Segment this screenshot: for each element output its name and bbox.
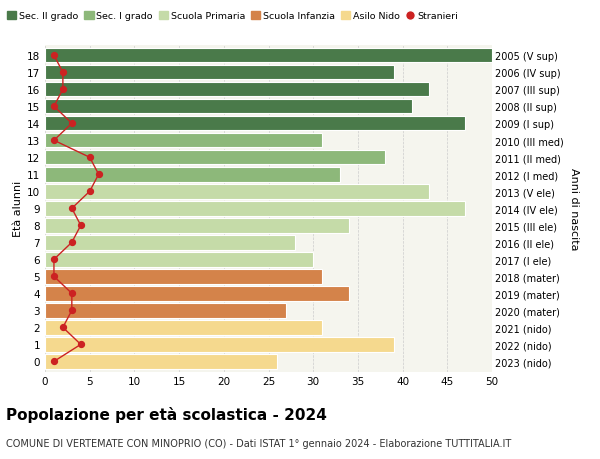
Point <box>76 341 86 348</box>
Bar <box>45 83 430 97</box>
Text: COMUNE DI VERTEMATE CON MINOPRIO (CO) - Dati ISTAT 1° gennaio 2024 - Elaborazion: COMUNE DI VERTEMATE CON MINOPRIO (CO) - … <box>6 438 511 448</box>
Bar <box>45 303 286 318</box>
Bar <box>45 252 313 267</box>
Bar <box>45 235 295 250</box>
Text: Popolazione per età scolastica - 2024: Popolazione per età scolastica - 2024 <box>6 406 327 422</box>
Bar <box>45 66 394 80</box>
Bar <box>45 354 277 369</box>
Bar <box>45 185 430 199</box>
Point <box>49 137 59 145</box>
Legend: Sec. II grado, Sec. I grado, Scuola Primaria, Scuola Infanzia, Asilo Nido, Stran: Sec. II grado, Sec. I grado, Scuola Prim… <box>3 8 463 25</box>
Bar <box>45 202 465 216</box>
Bar <box>45 134 322 148</box>
Bar <box>45 117 465 131</box>
Point <box>58 86 68 94</box>
Y-axis label: Anni di nascita: Anni di nascita <box>569 168 579 250</box>
Bar <box>45 269 322 284</box>
Point <box>67 239 77 246</box>
Point <box>49 52 59 60</box>
Bar <box>45 151 385 165</box>
Y-axis label: Età alunni: Età alunni <box>13 181 23 237</box>
Bar <box>45 168 340 182</box>
Point <box>85 188 95 196</box>
Point <box>94 171 103 179</box>
Point <box>76 222 86 230</box>
Point <box>49 103 59 111</box>
Point <box>58 324 68 331</box>
Point <box>85 154 95 162</box>
Point <box>67 205 77 213</box>
Bar <box>45 337 394 352</box>
Bar <box>45 286 349 301</box>
Bar <box>45 100 412 114</box>
Point <box>67 290 77 297</box>
Point <box>49 256 59 263</box>
Point <box>67 307 77 314</box>
Bar <box>45 320 322 335</box>
Point <box>67 120 77 128</box>
Point <box>49 358 59 365</box>
Point <box>58 69 68 77</box>
Bar <box>45 218 349 233</box>
Bar <box>45 49 492 63</box>
Point <box>49 273 59 280</box>
